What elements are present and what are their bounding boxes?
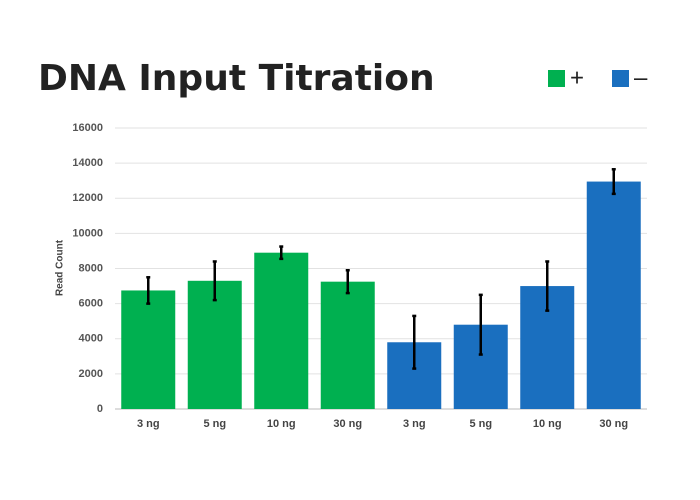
y-tick-label: 12000 <box>72 192 103 204</box>
bar <box>254 252 309 409</box>
error-bar <box>412 314 417 370</box>
x-tick-label: 30 ng <box>599 418 628 430</box>
y-tick-label: 4000 <box>79 333 103 345</box>
x-tick-label: 30 ng <box>333 418 362 430</box>
bar <box>320 281 375 409</box>
y-tick-label: 10000 <box>72 227 103 239</box>
legend-swatch <box>612 70 629 87</box>
y-tick-label: 16000 <box>72 122 103 134</box>
y-tick-label: 0 <box>97 403 103 415</box>
error-bar <box>146 276 151 305</box>
bar <box>586 181 641 409</box>
x-tick-label: 3 ng <box>403 418 426 430</box>
legend-label: + <box>570 64 584 91</box>
x-tick-label: 10 ng <box>533 418 562 430</box>
y-tick-label: 8000 <box>79 262 103 274</box>
error-bar <box>279 245 284 261</box>
x-tick-label: 10 ng <box>267 418 296 430</box>
error-bar <box>545 260 550 312</box>
x-tick-label: 3 ng <box>137 418 160 430</box>
legend-label: – <box>634 64 648 91</box>
legend-swatch <box>548 70 565 87</box>
error-bar <box>478 293 483 356</box>
bar <box>187 280 242 409</box>
error-bar <box>611 168 616 196</box>
y-axis-label: Read Count <box>55 239 66 296</box>
y-tick-label: 2000 <box>79 368 103 380</box>
chart-title: DNA Input Titration <box>38 58 435 99</box>
bar <box>121 290 176 409</box>
y-tick-label: 6000 <box>79 298 103 310</box>
error-bar <box>345 269 350 295</box>
error-bar <box>212 260 217 302</box>
y-tick-label: 14000 <box>72 157 103 169</box>
x-tick-label: 5 ng <box>469 418 492 430</box>
x-tick-label: 5 ng <box>203 418 226 430</box>
